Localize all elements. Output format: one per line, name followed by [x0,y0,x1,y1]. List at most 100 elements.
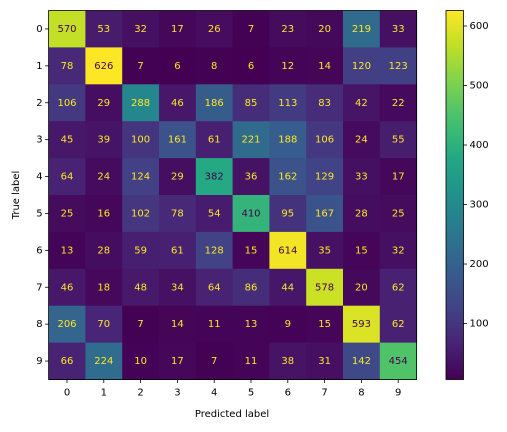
cell-label: 219 [352,24,371,35]
cell [306,84,344,122]
cell [85,231,123,270]
cell-label: 113 [278,98,297,109]
cell [195,195,234,233]
cell [343,121,381,159]
cell [159,268,197,307]
cell [269,342,307,380]
cell-label: 55 [392,135,405,146]
cell-label: 221 [241,135,260,146]
cell [195,121,234,159]
cell-label: 162 [278,172,297,183]
cell [48,84,86,122]
y-tick-label: 2 [36,98,42,109]
cell [159,84,197,122]
cell [379,10,418,48]
cell-label: 17 [171,24,184,35]
cell [122,10,160,48]
y-tick-label: 3 [36,135,42,146]
cell [48,10,86,48]
x-tick-label: 6 [285,388,291,399]
cell-label: 26 [208,24,221,35]
cell-label: 33 [392,24,405,35]
cell-label: 167 [315,208,334,219]
cell-label: 53 [97,24,110,35]
cell-label: 128 [205,245,224,256]
cell [195,305,234,344]
cell [232,121,270,159]
cell-label: 59 [134,245,147,256]
cell-label: 61 [171,245,184,256]
cell [159,195,197,233]
cell-label: 54 [208,208,221,219]
cell [85,10,123,48]
cell [48,268,86,307]
cell-label: 86 [245,282,258,293]
cell-label: 129 [315,172,334,183]
cell [85,84,123,122]
cell-label: 578 [315,282,334,293]
cell [159,342,197,380]
cell [343,84,381,122]
cell-label: 14 [318,61,331,72]
cell [306,231,344,270]
cell [232,231,270,270]
cell-label: 123 [389,61,408,72]
cell-label: 15 [318,319,331,330]
x-tick-label: 9 [395,388,401,399]
cell [122,121,160,159]
cell-label: 161 [168,135,187,146]
cell [379,158,418,196]
cell [159,158,197,196]
colorbar-tick-label: 600 [470,21,489,32]
cell-label: 12 [281,61,294,72]
cell-label: 570 [57,24,76,35]
y-tick-label: 0 [36,24,42,35]
cell [306,342,344,380]
cell-label: 23 [281,24,294,35]
cell [85,47,123,85]
x-tick-label: 7 [321,388,327,399]
cell-label: 32 [134,24,147,35]
cell-label: 62 [392,319,405,330]
y-tick-label: 5 [36,208,42,219]
colorbar-tick-label: 300 [470,200,489,211]
cell-label: 100 [131,135,150,146]
cell [159,231,197,270]
cell [232,195,270,233]
cell [232,268,270,307]
cell [85,268,123,307]
cell-label: 34 [171,282,184,293]
cell [379,231,418,270]
cell [379,84,418,122]
cell-label: 188 [278,135,297,146]
y-tick-label: 9 [36,356,42,367]
cell-label: 24 [355,135,368,146]
cell-label: 10 [134,356,147,367]
cell [306,305,344,344]
cell [343,10,381,48]
cell-label: 454 [389,356,408,367]
cell [48,342,86,380]
y-tick-label: 1 [36,61,42,72]
cell-label: 17 [392,172,405,183]
cell-label: 38 [281,356,294,367]
cell [159,305,197,344]
cell [306,10,344,48]
cell [122,305,160,344]
cell [85,305,123,344]
colorbar [445,10,464,380]
x-axis-label: Predicted label [195,409,269,420]
cell-label: 410 [241,208,260,219]
cell [379,47,418,85]
cell-label: 20 [318,24,331,35]
cell [379,268,418,307]
cell-label: 142 [352,356,371,367]
cell [269,84,307,122]
cell [269,158,307,196]
colorbar-tick-label: 400 [470,140,489,151]
cell-label: 7 [248,24,254,35]
cell [343,195,381,233]
cell-label: 95 [281,208,294,219]
cell-label: 9 [285,319,291,330]
